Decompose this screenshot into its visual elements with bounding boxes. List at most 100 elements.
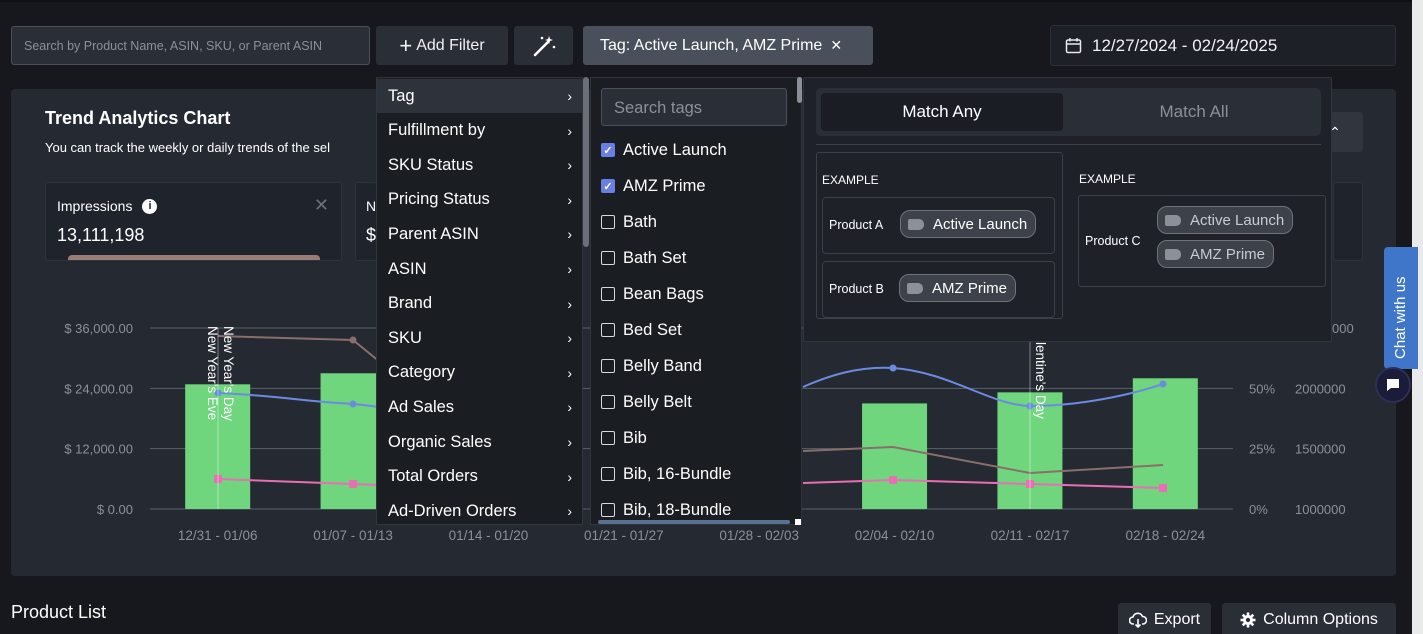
checkbox[interactable] <box>601 503 615 517</box>
tag-options-menu: Search tags ✓ Active Launch ✓ AMZ Prime Bath… <box>590 77 802 525</box>
y3-tick-label: 2000000 <box>1295 381 1346 396</box>
filter-menu-item[interactable]: ASIN › <box>388 259 572 278</box>
tag-option-label: Active Launch <box>623 140 727 159</box>
tag-option[interactable]: Bib, 16-Bundle <box>601 459 731 489</box>
export-button[interactable]: Export <box>1118 603 1211 634</box>
filter-menu-item[interactable]: SKU › <box>388 328 572 347</box>
checkbox[interactable] <box>601 431 615 445</box>
add-filter-label: Add Filter <box>416 36 485 54</box>
chevron-right-icon: › <box>567 330 572 347</box>
date-range-picker[interactable]: 12/27/2024 - 02/24/2025 <box>1050 25 1396 66</box>
y-tick-label: $ 36,000.00 <box>64 321 133 336</box>
search-input[interactable]: Search by Product Name, ASIN, SKU, or Pa… <box>11 26 370 65</box>
filter-category-menu: Tag › Fulfillment by › SKU Status › Pricing St… <box>376 77 583 525</box>
scrollbar[interactable] <box>583 77 589 247</box>
metric-label: N <box>366 198 377 214</box>
checkbox[interactable] <box>601 467 615 481</box>
active-tag-filter-chip[interactable]: Tag: Active Launch, AMZ Prime ✕ <box>583 26 873 65</box>
y3-tick-label: 000 <box>1332 321 1354 336</box>
blue-series-point <box>889 364 897 372</box>
checkbox[interactable] <box>601 287 615 301</box>
tag-option[interactable]: Belly Band <box>601 351 702 381</box>
pink-series-point <box>889 476 897 484</box>
tag-option[interactable]: Bed Set <box>601 315 682 345</box>
match-all-button[interactable]: Match All <box>1159 102 1229 121</box>
tag-option[interactable]: ✓ Active Launch <box>601 135 727 165</box>
y-tick-label: $ 24,000.00 <box>64 381 133 396</box>
blue-series-point <box>1159 380 1167 388</box>
tag-option-label: Bib, 16-Bundle <box>623 464 732 483</box>
checkbox[interactable] <box>601 251 615 265</box>
scroll-corner <box>795 519 801 525</box>
tag-icon <box>907 282 923 294</box>
chart-subtitle: You can track the weekly or daily trends… <box>45 140 330 155</box>
example-match-all: Product C Active Launch AMZ Prime <box>1078 195 1326 287</box>
match-any-button[interactable]: Match Any <box>821 93 1063 131</box>
column-options-button[interactable]: Column Options <box>1222 603 1396 634</box>
filter-menu-item[interactable]: Pricing Status › <box>388 190 572 209</box>
add-filter-button[interactable]: + Add Filter <box>376 26 508 65</box>
filter-menu-item[interactable]: Category › <box>388 363 572 382</box>
magic-wand-button[interactable] <box>514 26 573 65</box>
chevron-right-icon: › <box>567 295 572 312</box>
tag-option[interactable]: Bean Bags <box>601 279 704 309</box>
y3-tick-label: 1500000 <box>1295 442 1346 457</box>
filter-menu-item[interactable]: Brand › <box>388 294 572 313</box>
metric-card-partial[interactable]: N $ <box>355 182 377 261</box>
horizontal-scrollbar[interactable] <box>598 520 790 524</box>
filter-menu-item[interactable]: SKU Status › <box>388 155 572 174</box>
checkbox[interactable] <box>601 215 615 229</box>
checkbox[interactable] <box>601 323 615 337</box>
example-product-box: Product A Active Launch <box>822 197 1055 254</box>
chat-bubble-button[interactable] <box>1375 367 1411 403</box>
tag-option-label: Bean Bags <box>623 284 704 303</box>
metric-value: 13,111,198 <box>57 225 145 245</box>
checkbox-checked[interactable]: ✓ <box>601 179 615 193</box>
metric-card-impressions[interactable]: Impressions i 13,111,198 ✕ <box>45 182 342 261</box>
close-icon[interactable]: ✕ <box>830 37 843 53</box>
tag-pill: AMZ Prime <box>899 274 1016 302</box>
chat-with-us-tab[interactable]: Chat with us <box>1384 247 1418 369</box>
tag-option-label: AMZ Prime <box>623 176 706 195</box>
tag-search-input[interactable]: Search tags <box>601 88 787 126</box>
checkbox[interactable] <box>601 395 615 409</box>
x-tick-label: 01/14 - 01/20 <box>449 528 529 543</box>
filter-menu-item[interactable]: Tag › <box>377 79 582 113</box>
tag-option[interactable]: Bath <box>601 207 657 237</box>
info-icon[interactable]: i <box>142 198 158 214</box>
divider <box>816 144 1321 145</box>
bar <box>862 403 928 509</box>
example-label: EXAMPLE <box>822 173 879 187</box>
metric-card-partial-right[interactable] <box>1333 182 1363 261</box>
filter-menu-item[interactable]: Parent ASIN › <box>388 224 572 243</box>
close-icon[interactable]: ✕ <box>313 195 329 215</box>
metric-label: Impressions <box>57 198 133 214</box>
x-tick-label: 02/04 - 02/10 <box>855 528 935 543</box>
match-toggle: Match Any Match All <box>816 88 1321 136</box>
checkbox-checked[interactable]: ✓ <box>601 143 615 157</box>
tag-option[interactable]: Belly Belt <box>601 387 692 417</box>
tag-pill: Active Launch <box>900 210 1037 238</box>
filter-menu-item[interactable]: Organic Sales › <box>388 432 572 451</box>
tag-option[interactable]: Bath Set <box>601 243 686 273</box>
magic-wand-icon <box>533 35 555 56</box>
filter-menu-item[interactable]: Total Orders › <box>388 467 572 486</box>
filter-menu-item[interactable]: Ad-Driven Orders › <box>388 501 572 520</box>
pink-series-point <box>349 480 357 488</box>
blue-series-point <box>349 400 357 408</box>
tag-option[interactable]: Bib, 18-Bundle <box>601 495 731 525</box>
column-options-label: Column Options <box>1263 611 1378 628</box>
chevron-right-icon: › <box>567 226 572 243</box>
tag-option[interactable]: ✓ AMZ Prime <box>601 171 706 201</box>
match-mode-panel: Match Any Match All EXAMPLE Product A Ac… <box>803 77 1332 342</box>
filter-menu-item[interactable]: Fulfillment by › <box>388 121 572 140</box>
annotation-label: New Year's Eve <box>205 326 220 420</box>
plus-icon: + <box>399 32 413 58</box>
date-range-text: 12/27/2024 - 02/24/2025 <box>1092 35 1278 55</box>
x-tick-label: 02/11 - 02/17 <box>991 528 1070 543</box>
tag-option[interactable]: Bib <box>601 423 647 453</box>
scrollbar[interactable] <box>797 77 802 103</box>
y3-tick-label: 1000000 <box>1295 502 1346 517</box>
checkbox[interactable] <box>601 359 615 373</box>
filter-menu-item[interactable]: Ad Sales › <box>388 397 572 416</box>
